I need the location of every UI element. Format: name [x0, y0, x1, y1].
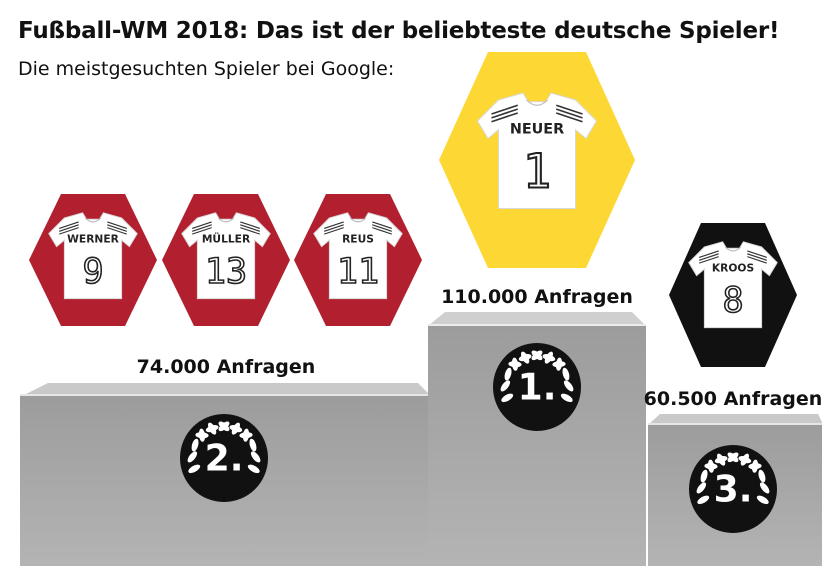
jersey-name: NEUER	[510, 121, 564, 137]
jersey-name: KROOS	[712, 262, 754, 275]
jersey-number: 8	[722, 280, 743, 321]
jersey-icon: WERNER 9	[48, 212, 138, 300]
jersey-icon: NEUER 1	[476, 92, 598, 209]
jersey-icon: REUS 11	[313, 212, 403, 300]
jersey-number: 11	[337, 251, 379, 292]
jersey-number: 1	[523, 145, 551, 200]
jersey-name: MÜLLER	[202, 232, 250, 246]
laurel-wreath-icon	[500, 350, 574, 403]
page-title: Fußball-WM 2018: Das ist der beliebteste…	[18, 18, 780, 44]
jersey-icon: KROOS 8	[688, 241, 778, 329]
laurel-wreath-icon	[187, 421, 261, 474]
rank-medal-second: 2.	[180, 414, 268, 502]
rank-label: 1.	[518, 366, 557, 408]
jersey-name: WERNER	[67, 233, 119, 246]
hexagon-reus: REUS 11	[294, 194, 422, 326]
jersey-name: REUS	[342, 233, 374, 246]
page-subtitle: Die meistgesuchten Spieler bei Google:	[18, 58, 395, 80]
count-first: 110.000 Anfragen	[441, 286, 633, 308]
rank-label: 3.	[714, 468, 753, 510]
jersey-number: 13	[205, 251, 247, 292]
hexagon-neuer: NEUER 1	[439, 52, 635, 268]
hexagon-mueller: MÜLLER 13	[162, 194, 290, 326]
hexagon-kroos: KROOS 8	[669, 223, 797, 367]
rank-label: 2.	[205, 437, 244, 479]
laurel-wreath-icon	[696, 452, 770, 505]
count-third: 60.500 Anfragen	[644, 388, 823, 410]
rank-medal-first: 1.	[493, 343, 581, 431]
hexagon-werner: WERNER 9	[29, 194, 157, 326]
rank-medal-third: 3.	[689, 445, 777, 533]
jersey-icon: MÜLLER 13	[181, 212, 271, 300]
count-second: 74.000 Anfragen	[137, 356, 316, 378]
jersey-number: 9	[82, 251, 103, 292]
